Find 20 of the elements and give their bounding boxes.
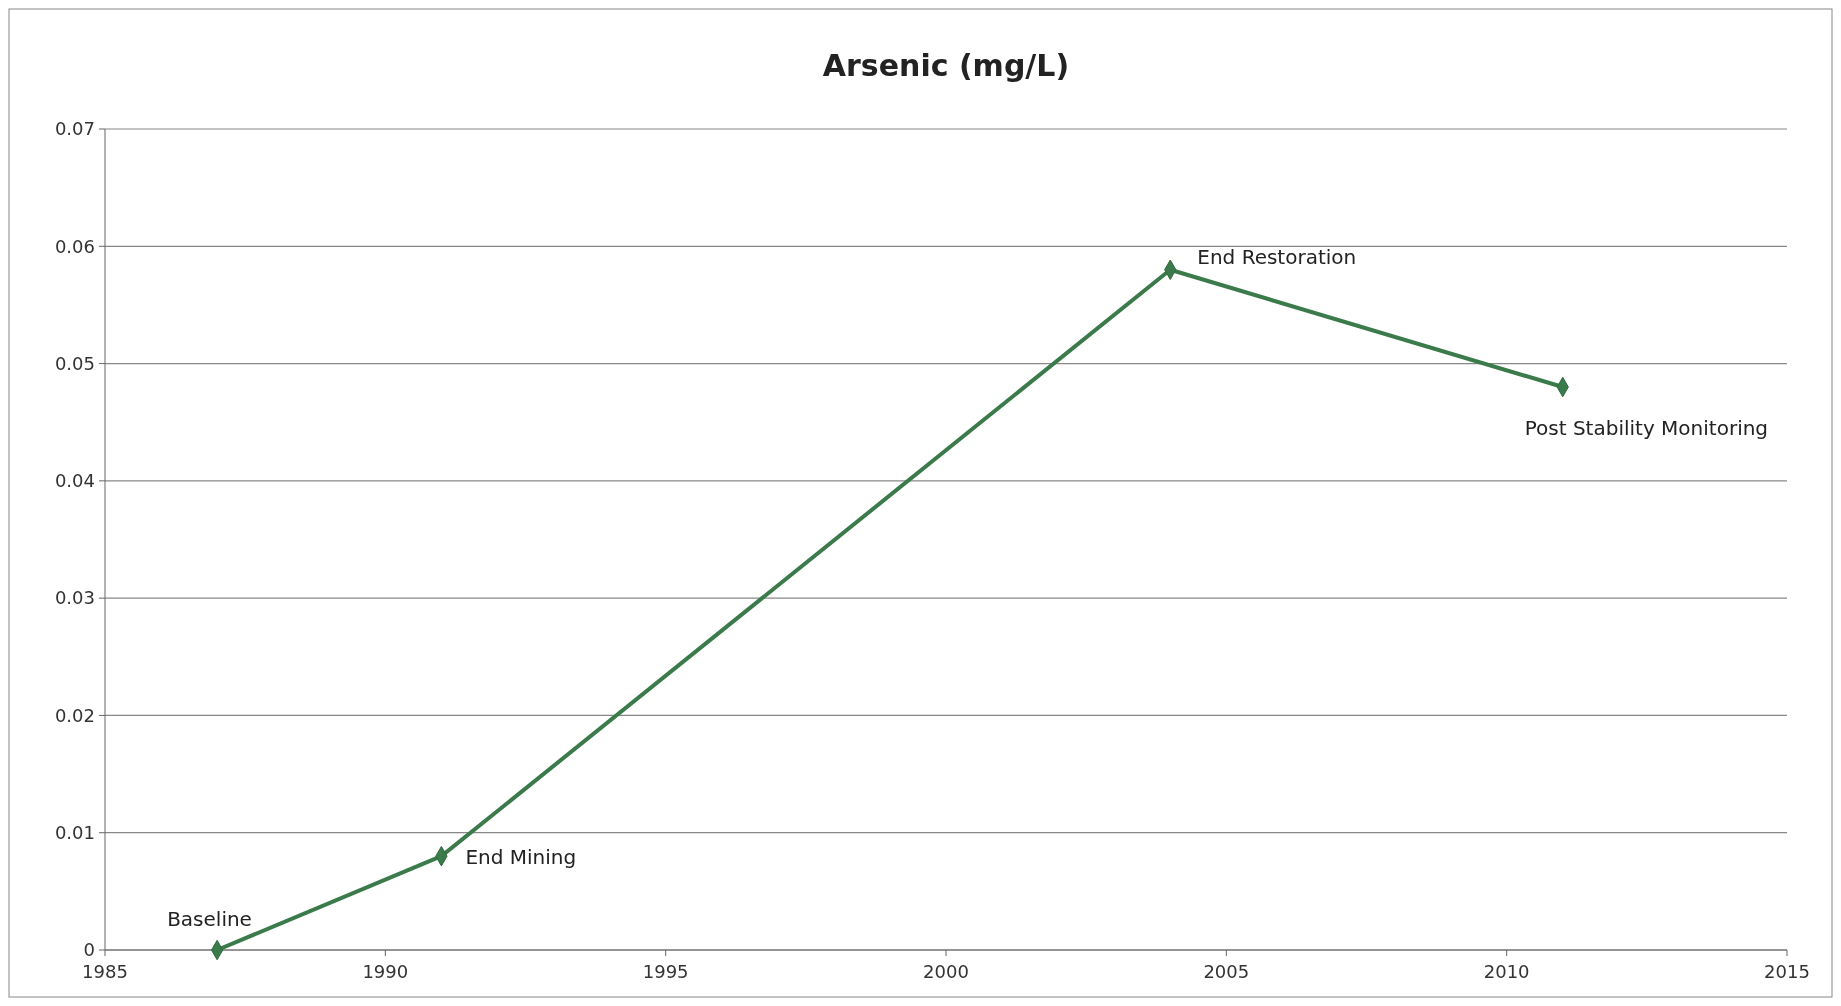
x-tick-label: 1985 <box>82 961 128 982</box>
y-tick-label: 0.01 <box>54 822 95 844</box>
y-tick-label: 0.02 <box>54 704 95 726</box>
x-tick-label: 2010 <box>1483 961 1530 982</box>
y-tick-label: 0.07 <box>54 118 95 140</box>
x-tick-label: 2005 <box>1203 961 1250 982</box>
x-tick-label: 1990 <box>362 961 409 982</box>
y-tick-label: 0 <box>83 939 95 961</box>
annotation: Baseline <box>167 907 252 931</box>
y-tick-label: 0.03 <box>54 587 95 609</box>
y-tick-label: 0.04 <box>54 470 95 492</box>
annotation: End Mining <box>465 845 577 870</box>
y-tick-label: 0.06 <box>54 235 95 257</box>
chart-title: Arsenic (mg/L) <box>822 48 1070 83</box>
annotation: Post Stability Monitoring <box>1524 416 1769 441</box>
y-tick-label: 0.05 <box>54 352 95 374</box>
x-tick-label: 1995 <box>642 961 689 982</box>
x-tick-label: 2000 <box>923 961 969 982</box>
x-tick-label: 2015 <box>1764 961 1810 982</box>
annotation: End Restoration <box>1197 244 1357 269</box>
